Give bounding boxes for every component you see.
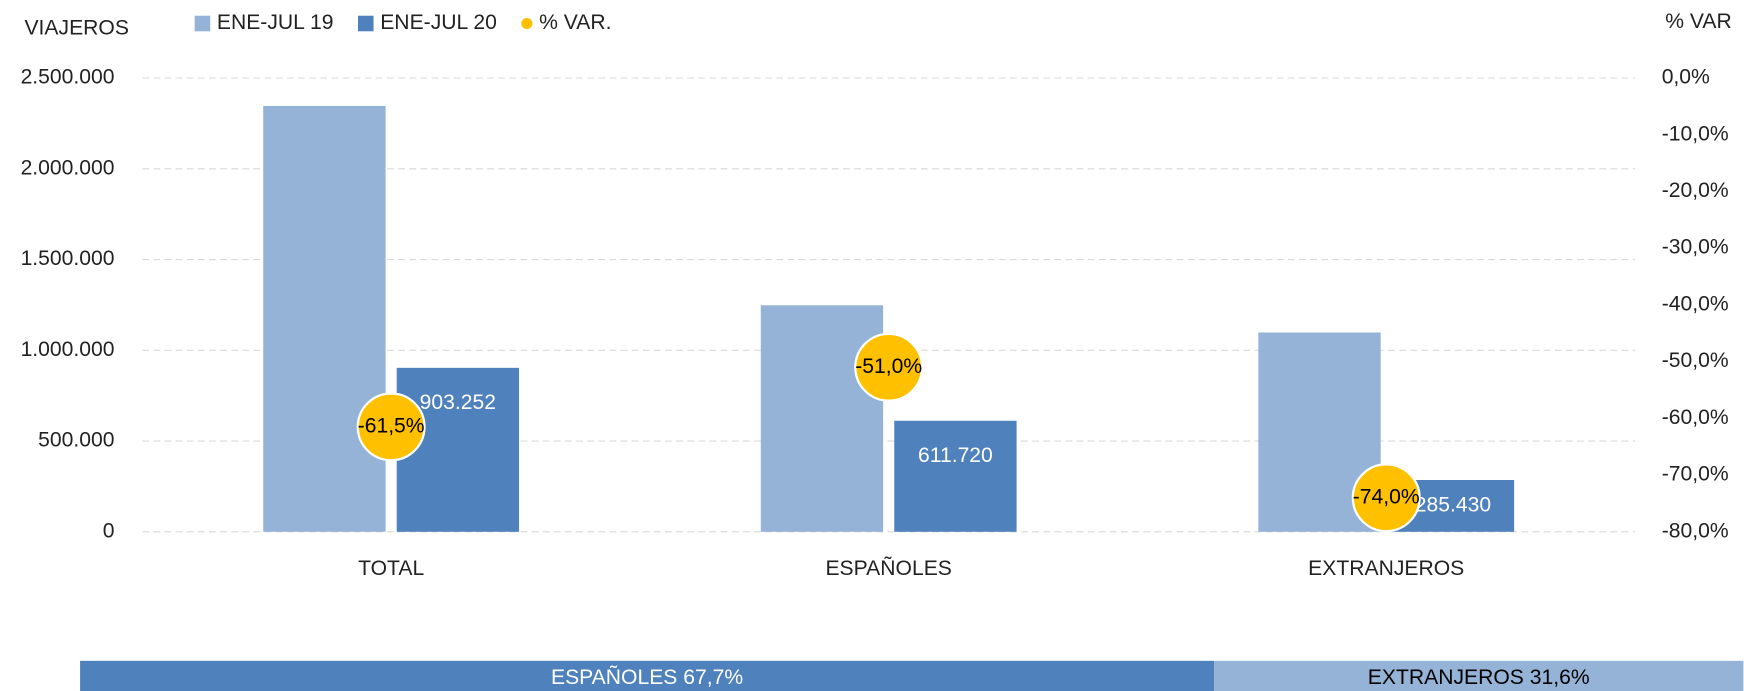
share-segment — [80, 660, 1215, 691]
bar — [760, 305, 884, 532]
y2-tick-label: -70,0% — [1662, 463, 1729, 486]
y-tick-label: 1.000.000 — [21, 338, 115, 361]
y2-tick-label: -60,0% — [1662, 406, 1729, 429]
y-tick-label: 1.500.000 — [21, 247, 115, 270]
y2-tick-label: -30,0% — [1662, 236, 1729, 259]
data-label: 611.720 — [918, 444, 993, 467]
y-tick-label: 500.000 — [38, 429, 114, 452]
marker — [1351, 463, 1421, 533]
x-tick-label: TOTAL — [358, 557, 424, 580]
y2-tick-label: -80,0% — [1662, 519, 1729, 542]
data-label: -51,0% — [855, 355, 922, 378]
legend-marker — [357, 15, 374, 32]
data-label: -61,5% — [358, 414, 425, 437]
data-label: 285.430 — [1415, 493, 1491, 516]
y2-tick-label: -40,0% — [1662, 292, 1729, 315]
bar — [894, 420, 1017, 532]
y2-tick-label: 0,0% — [1662, 66, 1710, 89]
x-tick-label: EXTRANJEROS — [1308, 557, 1464, 580]
y2-tick-label: -50,0% — [1662, 349, 1729, 372]
legend-marker — [521, 17, 533, 30]
y2-tick-label: -10,0% — [1662, 122, 1729, 145]
bar — [263, 105, 386, 532]
marker — [854, 332, 924, 402]
legend-marker — [194, 15, 211, 32]
y-tick-label: 2.500.000 — [21, 66, 115, 89]
data-label: 903.252 — [420, 391, 496, 414]
data-label: -74,0% — [1353, 485, 1420, 508]
share-segment — [1214, 660, 1744, 691]
y-axis-label: VIAJEROS — [24, 17, 128, 40]
y-tick-label: 0 — [103, 519, 115, 542]
x-tick-label: ESPAÑOLES — [825, 556, 951, 580]
legend-label: % VAR. — [539, 11, 611, 34]
y-tick-label: 2.000.000 — [21, 156, 115, 179]
share-label: EXTRANJEROS 31,6% — [1368, 666, 1590, 689]
share-label: ESPAÑOLES 67,7% — [551, 665, 743, 689]
legend-label: ENE-JUL 20 — [380, 11, 497, 34]
y2-tick-label: -20,0% — [1662, 179, 1729, 202]
marker — [356, 392, 426, 462]
legend-label: ENE-JUL 19 — [217, 11, 334, 34]
y2-axis-label: % VAR — [1665, 10, 1732, 33]
bar — [396, 367, 520, 532]
